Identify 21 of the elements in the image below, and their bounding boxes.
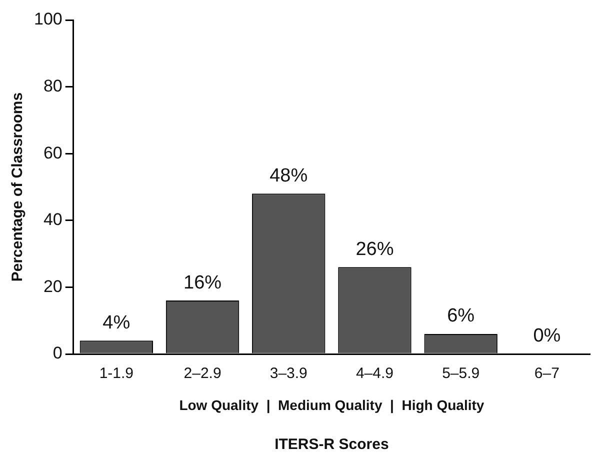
y-tick-label: 20 xyxy=(43,276,62,296)
x-tick-label: 6–7 xyxy=(534,365,560,382)
y-tick-label: 80 xyxy=(43,76,62,96)
x-tick-label: 2–2.9 xyxy=(184,365,222,382)
y-axis-title: Percentage of Classrooms xyxy=(9,92,26,282)
data-label: 48% xyxy=(270,165,308,186)
y-tick-label: 0 xyxy=(52,344,62,363)
data-label: 4% xyxy=(102,312,130,334)
data-label: 26% xyxy=(356,238,394,260)
x-tick-label: 3–3.9 xyxy=(270,365,308,382)
x-tick-label: 5–5.9 xyxy=(442,365,480,382)
data-label: 16% xyxy=(184,272,222,294)
data-label: 0% xyxy=(533,326,561,347)
x-axis-title: ITERS-R Scores xyxy=(274,436,389,454)
text: Low Quality | Medium Quality | High Quality xyxy=(179,396,484,414)
data-label: 6% xyxy=(447,306,475,327)
y-tick-label: 100 xyxy=(34,10,62,29)
x-tick-label: 4–4.9 xyxy=(356,365,394,382)
y-tick-label: 40 xyxy=(43,210,62,230)
x-tick-label: 1-1.9 xyxy=(99,365,134,382)
y-tick-label: 60 xyxy=(43,143,62,162)
